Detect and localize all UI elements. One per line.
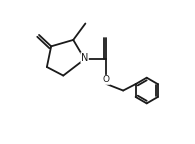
Text: O: O bbox=[103, 75, 110, 84]
Text: N: N bbox=[81, 53, 88, 63]
